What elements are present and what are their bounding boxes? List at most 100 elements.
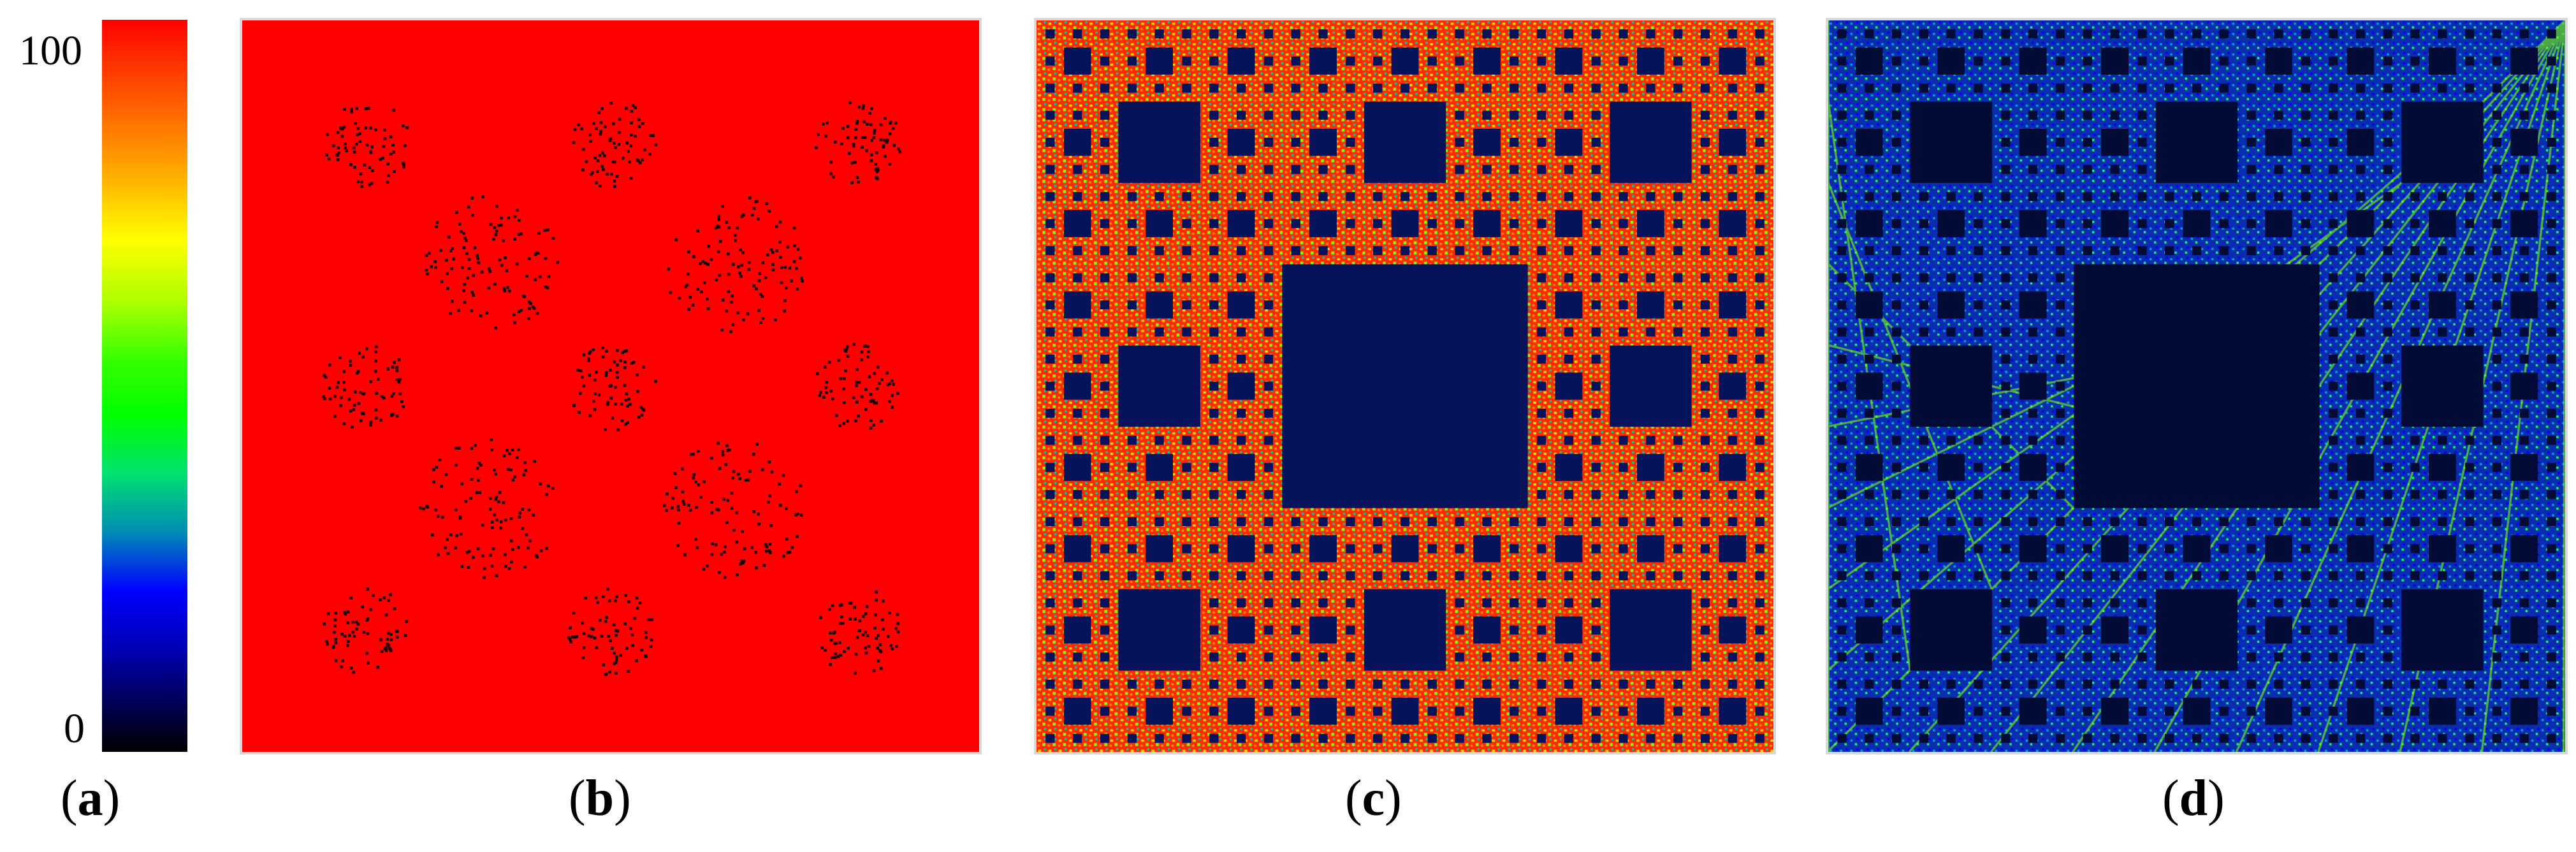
carpet-square: [2028, 733, 2038, 743]
carpet-square: [2219, 733, 2229, 743]
carpet-square: [2438, 733, 2447, 743]
speckle: [636, 373, 639, 377]
speckle: [695, 506, 698, 509]
carpet-square: [1263, 246, 1274, 256]
speckle: [769, 524, 773, 527]
carpet-square: [1837, 462, 1847, 473]
speckle: [505, 269, 509, 272]
carpet-square: [1555, 453, 1583, 481]
speckle: [366, 617, 370, 621]
carpet-square: [2355, 408, 2366, 418]
carpet-square: [2219, 517, 2229, 526]
carpet-square: [2328, 733, 2338, 743]
speckle: [462, 246, 466, 249]
speckle: [323, 622, 326, 626]
carpet-square: [1073, 354, 1082, 364]
speckle: [796, 512, 799, 516]
carpet-square: [1919, 707, 1928, 716]
carpet-square: [1591, 56, 1601, 66]
carpet-square: [2465, 246, 2475, 256]
carpet-square: [2547, 733, 2556, 743]
speckle: [569, 640, 572, 644]
carpet-square: [1865, 571, 1874, 580]
carpet-square: [2110, 29, 2120, 39]
speckle: [864, 646, 867, 650]
speckle: [397, 358, 401, 362]
speckle: [606, 400, 610, 404]
speckle: [638, 601, 642, 605]
speckle: [829, 638, 833, 642]
carpet-square: [2328, 490, 2338, 499]
speckle: [852, 144, 855, 148]
carpet-square: [1591, 273, 1601, 283]
carpet-square: [2055, 110, 2065, 120]
speckle: [674, 238, 678, 242]
carpet-square: [1673, 733, 1683, 743]
carpet-square: [1209, 625, 1219, 635]
carpet-square: [2137, 571, 2147, 580]
speckle: [736, 226, 739, 230]
speckle: [525, 274, 528, 278]
carpet-square: [1564, 571, 1574, 580]
carpet-square: [1154, 436, 1164, 445]
carpet-square: [1673, 679, 1683, 689]
carpet-square: [2028, 273, 2038, 283]
carpet-square: [1564, 408, 1574, 418]
carpet-square: [2055, 544, 2065, 554]
speckle: [353, 635, 356, 638]
carpet-square: [1427, 84, 1437, 93]
carpet-square: [1346, 571, 1355, 580]
carpet-square: [1555, 698, 1583, 725]
speckle: [489, 554, 492, 557]
speckle: [629, 144, 633, 148]
carpet-square: [2347, 535, 2375, 562]
carpet-square: [1646, 327, 1655, 337]
carpet-square: [1236, 652, 1246, 662]
carpet-square: [2219, 192, 2229, 202]
carpet-square: [1536, 679, 1546, 689]
speckle: [490, 448, 493, 452]
speckle: [691, 304, 695, 307]
carpet-square: [1263, 436, 1274, 445]
carpet-square: [1619, 84, 1628, 93]
speckle: [778, 482, 782, 486]
carpet-square: [1146, 698, 1174, 725]
carpet-square: [2383, 652, 2392, 662]
carpet-square: [1473, 698, 1501, 725]
carpet-square: [1127, 300, 1137, 310]
speckle: [831, 397, 834, 400]
carpet-square: [1619, 544, 1628, 554]
carpet-square: [1263, 273, 1274, 283]
carpet-square: [1073, 436, 1082, 445]
carpet-square: [2055, 29, 2065, 39]
carpet-square: [2137, 733, 2147, 743]
speckle: [342, 125, 346, 129]
carpet-square: [1919, 192, 1928, 202]
speckle: [731, 323, 735, 327]
speckle: [822, 395, 826, 399]
carpet-square: [2001, 707, 2011, 716]
speckle: [457, 309, 460, 312]
carpet-square: [1646, 192, 1655, 202]
carpet-square: [1263, 84, 1274, 93]
speckle: [532, 513, 535, 517]
speckle: [692, 476, 695, 480]
speckle: [833, 140, 837, 144]
speckle: [860, 395, 864, 399]
speckle: [861, 106, 865, 110]
speckle: [840, 142, 843, 145]
carpet-square: [2492, 625, 2502, 635]
carpet-square: [1619, 733, 1628, 743]
speckle: [346, 610, 350, 613]
carpet-square: [2001, 84, 2011, 93]
carpet-square: [2110, 246, 2120, 256]
carpet-square: [1100, 273, 1110, 283]
carpet-square: [2547, 273, 2556, 283]
speckle: [383, 136, 387, 140]
speckle: [358, 132, 361, 135]
speckle: [569, 626, 572, 629]
carpet-square: [1619, 707, 1628, 716]
carpet-square: [1318, 84, 1328, 93]
speckle: [472, 293, 476, 297]
carpet-square: [1127, 462, 1137, 473]
